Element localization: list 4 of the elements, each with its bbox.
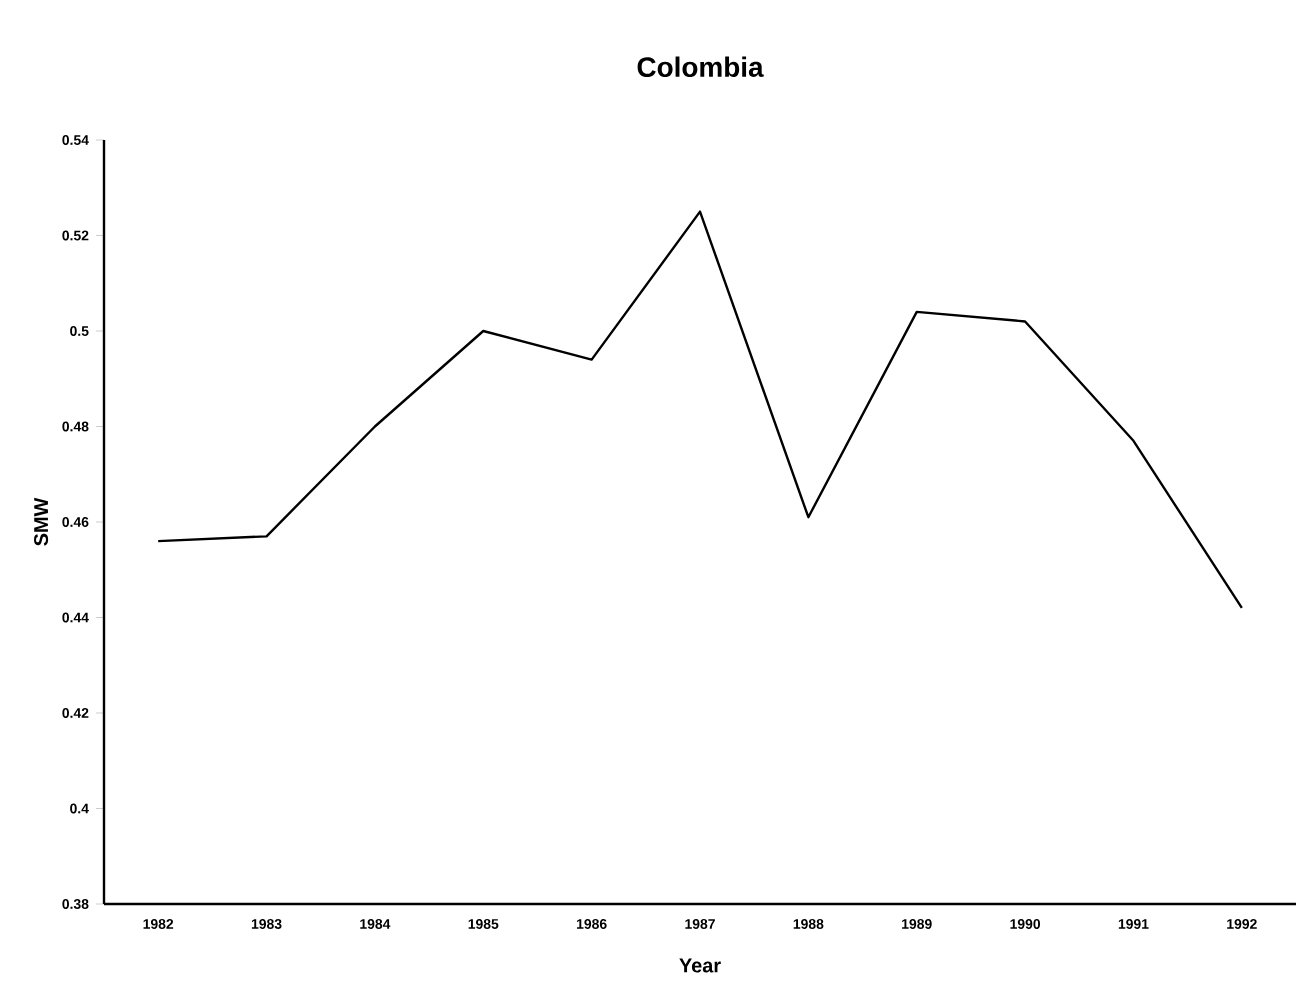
chart-title: Colombia [637, 56, 764, 78]
line-series [156, 210, 1244, 610]
x-axis-title: Year [679, 958, 721, 973]
y-axis-title: SMW [34, 497, 49, 546]
